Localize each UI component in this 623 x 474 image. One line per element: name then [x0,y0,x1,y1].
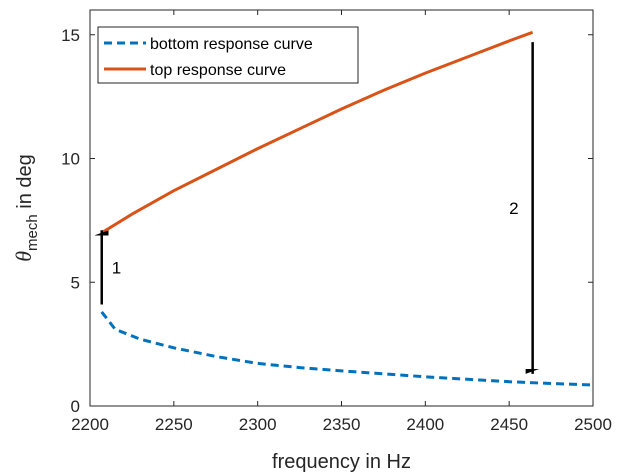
x-tick-label: 2400 [406,415,444,434]
y-tick-label: 15 [61,26,80,45]
x-tick-label: 2500 [574,415,612,434]
chart-annotations: 12 [102,42,533,374]
legend: bottom response curve top response curve [97,26,359,84]
series-line-0 [100,310,594,387]
legend-box [97,26,359,84]
annotation-label-1: 1 [112,258,121,277]
x-tick-label: 2450 [490,415,528,434]
y-axis-label: θmech in deg [11,154,41,262]
series-line-1 [100,30,534,235]
y-tick-label: 5 [71,273,80,292]
legend-label-bottom: bottom response curve [150,36,313,53]
x-tick-label: 2350 [323,415,361,434]
y-tick-label: 0 [71,397,80,416]
y-axis-label-subscript: mech [24,214,41,251]
x-tick-label: 2300 [239,415,277,434]
annotation-label-2: 2 [509,199,518,218]
x-tick-label: 2250 [155,415,193,434]
y-axis-label-symbol: θ [11,251,36,262]
x-tick-label: 2200 [71,415,109,434]
y-axis-label-rest: in deg [14,154,36,214]
y-tick-label: 10 [61,150,80,169]
x-axis-label: frequency in Hz [272,451,411,473]
axis-ticks: 2200 2250 2300 2350 2400 2450 2500 0 5 10 15 [61,10,612,434]
legend-label-top: top response curve [150,62,286,79]
data-series [100,30,594,387]
